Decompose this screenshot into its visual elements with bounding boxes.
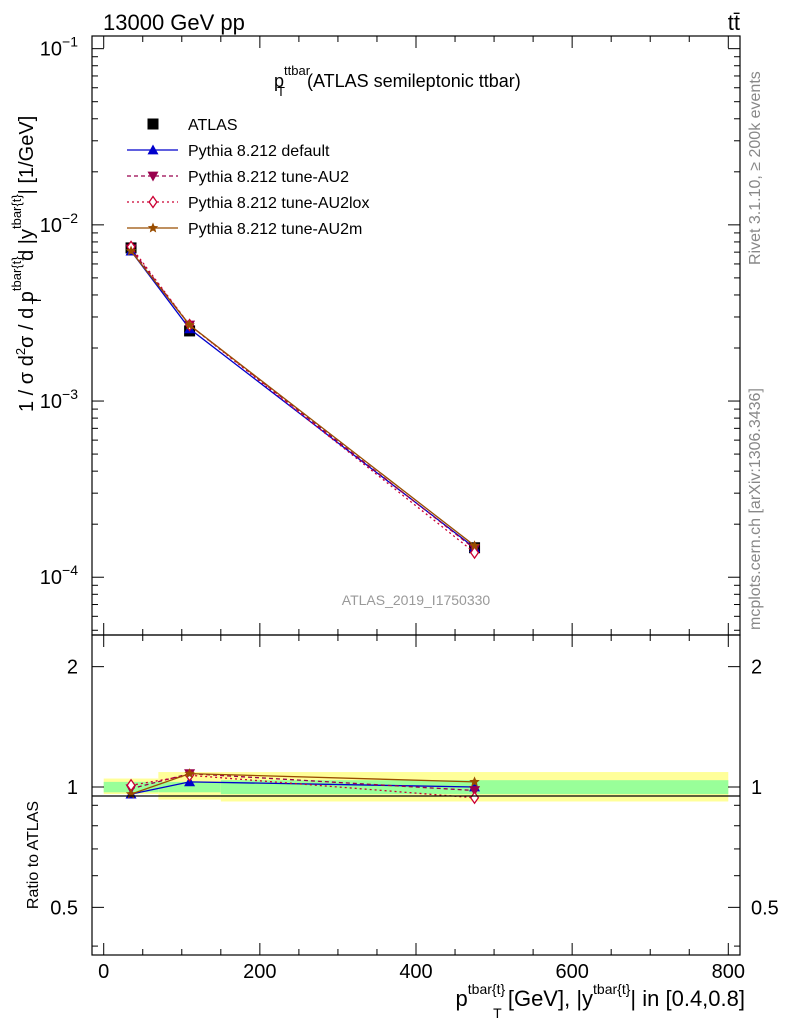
series-line-pythia-8-212-tune-au2 [130, 248, 475, 550]
legend-label: Pythia 8.212 tune-AU2lox [188, 195, 369, 212]
plot-title: pttbar T (ATLAS semileptonic ttbar) [274, 63, 521, 99]
ratio-band-stat [158, 781, 221, 793]
data-point-pythia-8-212-tune-au2lox [469, 545, 480, 560]
ratio-point-pythia-8-212-tune-au2m [184, 768, 195, 779]
x-tick-label: 0 [98, 961, 109, 983]
ratio-point-pythia-8-212-tune-au2m [469, 776, 480, 787]
y-tick-label-top: 10−1 [40, 34, 78, 61]
legend-marker [148, 195, 158, 209]
y-tick-label-ratio-right: 2 [751, 657, 762, 679]
ratio-plot-frame [91, 634, 741, 956]
y-tick-label-top: 10−3 [40, 386, 78, 413]
legend-marker [147, 144, 159, 155]
legend-label: Pythia 8.212 tune-AU2 [188, 169, 349, 186]
y-tick-label-ratio: 0.5 [50, 897, 78, 919]
y-tick-label-ratio-right: 1 [751, 777, 762, 799]
y-tick-label-ratio-right: 0.5 [751, 897, 779, 919]
x-tick-label: 600 [555, 961, 588, 983]
y-tick-label-ratio: 2 [67, 657, 78, 679]
process-label: tt̄ [728, 10, 740, 35]
data-point-pythia-8-212-tune-au2m [184, 319, 195, 330]
series-line-pythia-8-212-default [130, 250, 475, 549]
data-point-pythia-8-212-tune-au2m [469, 540, 480, 551]
analysis-watermark: ATLAS_2019_I1750330 [342, 592, 491, 608]
legend-marker [147, 171, 159, 182]
y-axis-label-top: 1 / σ d2σ / d ptbar{t}T d |ytbar{t}| [1/… [9, 116, 44, 412]
rivet-label: Rivet 3.1.10, ≥ 200k events [747, 71, 764, 265]
legend-marker [147, 118, 159, 130]
energy-label: 13000 GeV pp [103, 10, 245, 35]
x-axis-label: ptbar{t} T [GeV], |ytbar{t}| in [0.4,0.8] [456, 981, 745, 1021]
series-line-pythia-8-212-tune-au2lox [130, 246, 475, 554]
legend-marker [147, 222, 159, 233]
y-axis-label-ratio: Ratio to ATLAS [25, 801, 42, 909]
y-tick-label-top: 10−4 [40, 562, 78, 589]
mcplots-label: mcplots.cern.ch [arXiv:1306.3436] [747, 388, 764, 630]
legend-label: ATLAS [188, 117, 238, 134]
legend-label: Pythia 8.212 tune-AU2m [188, 221, 362, 238]
x-tick-label: 200 [243, 961, 276, 983]
x-tick-label: 800 [712, 961, 745, 983]
legend-label: Pythia 8.212 default [188, 143, 330, 160]
x-tick-label: 400 [399, 961, 432, 983]
data-point-pythia-8-212-tune-au2m [125, 245, 137, 256]
ratio-point-pythia-8-212-tune-au2 [469, 786, 481, 797]
series-line-pythia-8-212-tune-au2m [130, 250, 475, 547]
y-tick-label-ratio: 1 [67, 777, 78, 799]
y-tick-label-top: 10−2 [40, 210, 78, 237]
